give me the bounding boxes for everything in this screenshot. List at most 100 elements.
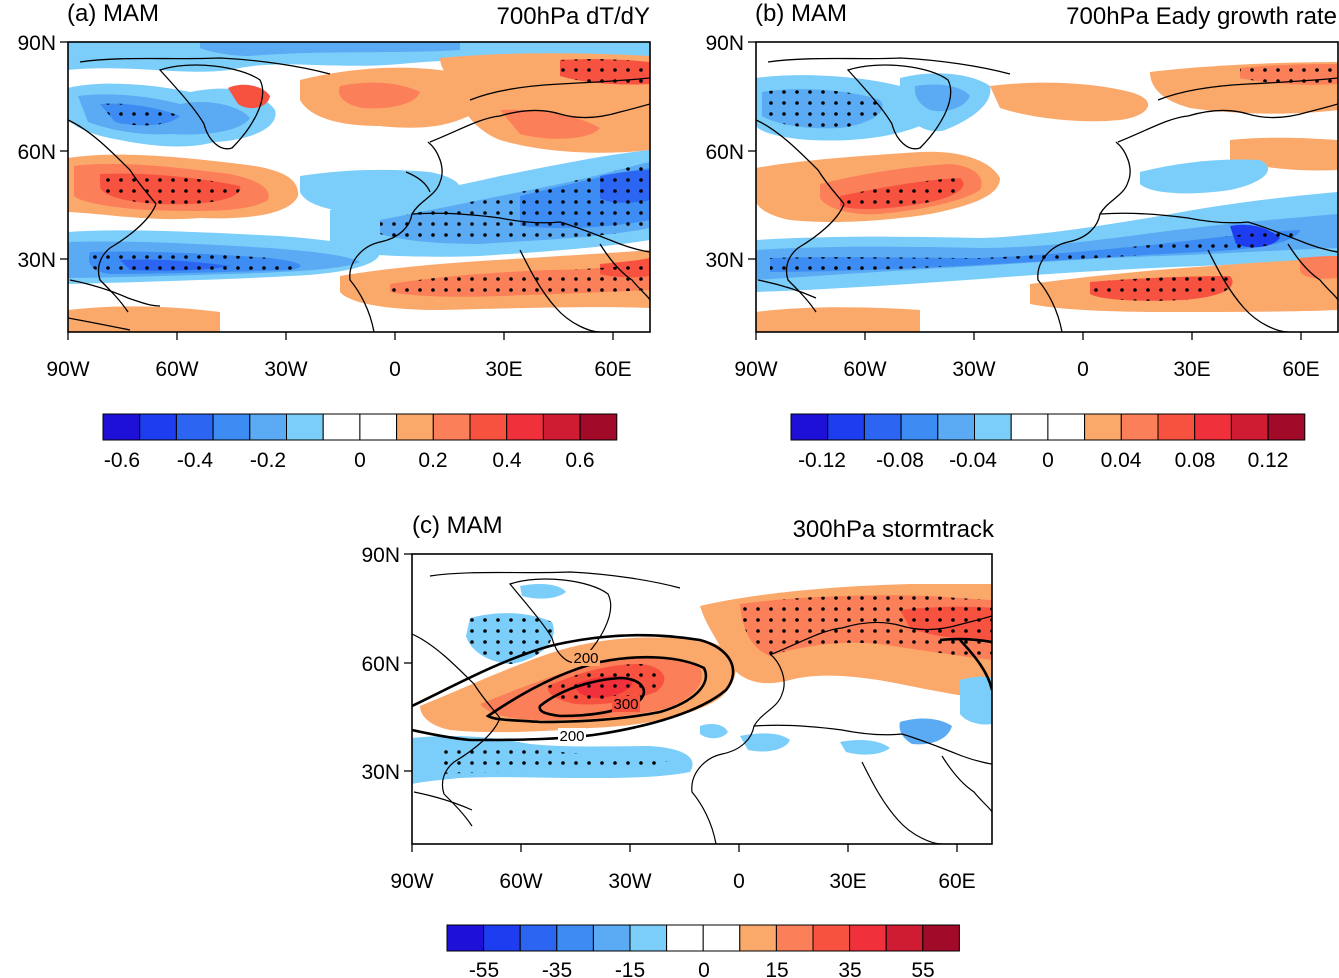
colorbar-c-swatch-12 xyxy=(849,924,887,952)
colorbar-a-label-6: 0.4 xyxy=(492,449,522,472)
colorbar-a-label-2: -0.4 xyxy=(177,449,214,472)
panel-a-lat-60: 60N xyxy=(17,141,56,164)
panel-a-frame xyxy=(67,41,651,333)
panel-a-lon-0: 0 xyxy=(389,358,401,381)
panel-a-lon-60e: 60E xyxy=(594,358,631,381)
colorbar-b-swatch-4 xyxy=(900,413,939,441)
panel-a-lon-30w: 30W xyxy=(264,358,307,381)
colorbar-b-swatch-7 xyxy=(1010,413,1049,441)
colorbar-b-swatch-9 xyxy=(1084,413,1122,441)
colorbar-b-label-1: -0.12 xyxy=(798,449,846,472)
colorbar-a-swatch-8 xyxy=(359,413,398,441)
colorbar-c-swatch-8 xyxy=(702,924,741,952)
colorbar-c-swatch-10 xyxy=(775,924,814,952)
panel-c-lon-90w: 90W xyxy=(390,870,433,893)
colorbar-c-swatch-1 xyxy=(446,924,485,952)
colorbar-c xyxy=(446,924,960,952)
panel-a-lat-90: 90N xyxy=(17,32,56,55)
colorbar-c-swatch-9 xyxy=(739,924,777,952)
colorbar-b-swatch-13 xyxy=(1230,413,1269,441)
panel-c-ticks xyxy=(404,553,958,852)
colorbar-a-label-3: -0.2 xyxy=(250,449,286,472)
colorbar-c-swatch-3 xyxy=(519,924,558,952)
panel-b-title: 700hPa Eady growth rate xyxy=(1066,3,1337,30)
colorbar-b-swatch-10 xyxy=(1120,413,1159,441)
colorbar-a-swatch-7 xyxy=(322,413,361,441)
colorbar-c-swatch-6 xyxy=(629,924,668,952)
colorbar-b-swatch-11 xyxy=(1157,413,1196,441)
colorbar-a-label-1: -0.6 xyxy=(104,449,140,472)
panel-a-lat-30: 30N xyxy=(17,249,56,272)
panel-c-lat-90: 90N xyxy=(361,544,400,567)
colorbar-c-swatch-2 xyxy=(483,924,521,952)
contour-label-300: 300 xyxy=(613,696,638,713)
colorbar-a-label-5: 0.2 xyxy=(418,449,447,472)
colorbar-b-swatch-6 xyxy=(974,413,1012,441)
panel-b-frame xyxy=(755,41,1339,333)
panel-c-label: (c) MAM xyxy=(412,512,503,539)
colorbar-c-label-3: -15 xyxy=(615,959,645,978)
colorbar-c-swatch-13 xyxy=(885,924,924,952)
colorbar-a-swatch-3 xyxy=(175,413,214,441)
colorbar-a-swatch-6 xyxy=(286,413,324,441)
colorbar-b-label-3: -0.04 xyxy=(949,449,997,472)
colorbar-b-swatch-12 xyxy=(1194,413,1232,441)
colorbar-b-label-6: 0.08 xyxy=(1175,449,1216,472)
colorbar-b-label-2: -0.08 xyxy=(876,449,924,472)
panel-b-lat-60: 60N xyxy=(705,141,744,164)
colorbar-a-label-7: 0.6 xyxy=(565,449,594,472)
colorbar-c-swatch-7 xyxy=(666,924,704,952)
panel-b-lon-0: 0 xyxy=(1077,358,1089,381)
colorbar-c-label-4: 0 xyxy=(698,959,710,978)
colorbar-c-label-1: -55 xyxy=(469,959,499,978)
panel-a-lon-30e: 30E xyxy=(485,358,522,381)
colorbar-b-swatch-14 xyxy=(1267,413,1306,441)
colorbar-a xyxy=(102,413,618,441)
colorbar-c-label-5: 15 xyxy=(765,959,788,978)
colorbar-a-swatch-10 xyxy=(432,413,471,441)
panel-b-lat-30: 30N xyxy=(705,249,744,272)
panel-b-lat-90: 90N xyxy=(705,32,744,55)
contour-label-200-lower: 200 xyxy=(559,728,584,745)
colorbar-c-swatch-11 xyxy=(812,924,851,952)
colorbar-b-swatch-3 xyxy=(863,413,902,441)
panel-c-lon-60w: 60W xyxy=(499,870,542,893)
colorbar-a-swatch-5 xyxy=(249,413,288,441)
colorbar-a-swatch-11 xyxy=(469,413,508,441)
colorbar-b-label-7: 0.12 xyxy=(1248,449,1289,472)
colorbar-b-swatch-8 xyxy=(1047,413,1086,441)
panel-a-ticks xyxy=(60,41,614,340)
colorbar-b-label-5: 0.04 xyxy=(1101,449,1142,472)
panel-a-label: (a) MAM xyxy=(67,0,159,27)
panel-a-title: 700hPa dT/dY xyxy=(496,3,650,30)
colorbar-a-swatch-12 xyxy=(506,413,544,441)
panel-b-lon-60e: 60E xyxy=(1282,358,1319,381)
panel-a-lon-60w: 60W xyxy=(155,358,198,381)
panel-c-lat-30: 30N xyxy=(361,761,400,784)
colorbar-a-swatch-14 xyxy=(579,413,618,441)
colorbar-a-label-4: 0 xyxy=(354,449,366,472)
panel-c-lon-0: 0 xyxy=(733,870,745,893)
colorbar-a-swatch-13 xyxy=(542,413,581,441)
colorbar-b-swatch-1 xyxy=(790,413,829,441)
panel-b-lon-90w: 90W xyxy=(734,358,777,381)
colorbar-c-swatch-4 xyxy=(556,924,594,952)
colorbar-b-swatch-5 xyxy=(937,413,975,441)
panel-b-map xyxy=(756,42,1338,332)
colorbar-b-swatch-2 xyxy=(827,413,865,441)
panel-c-frame xyxy=(411,553,993,845)
panel-c-lon-30w: 30W xyxy=(608,870,651,893)
colorbar-a-swatch-4 xyxy=(212,413,251,441)
panel-c-map xyxy=(412,554,992,844)
contour-label-200-upper: 200 xyxy=(573,650,598,667)
panel-c-lon-60e: 60E xyxy=(938,870,975,893)
colorbar-b-label-4: 0 xyxy=(1042,449,1054,472)
colorbar-c-label-2: -35 xyxy=(542,959,572,978)
panel-c-lon-30e: 30E xyxy=(829,870,866,893)
colorbar-b xyxy=(790,413,1306,441)
colorbar-c-label-7: 55 xyxy=(911,959,934,978)
colorbar-c-swatch-14 xyxy=(922,924,960,952)
panel-b-ticks xyxy=(748,41,1302,340)
colorbar-a-swatch-1 xyxy=(102,413,141,441)
